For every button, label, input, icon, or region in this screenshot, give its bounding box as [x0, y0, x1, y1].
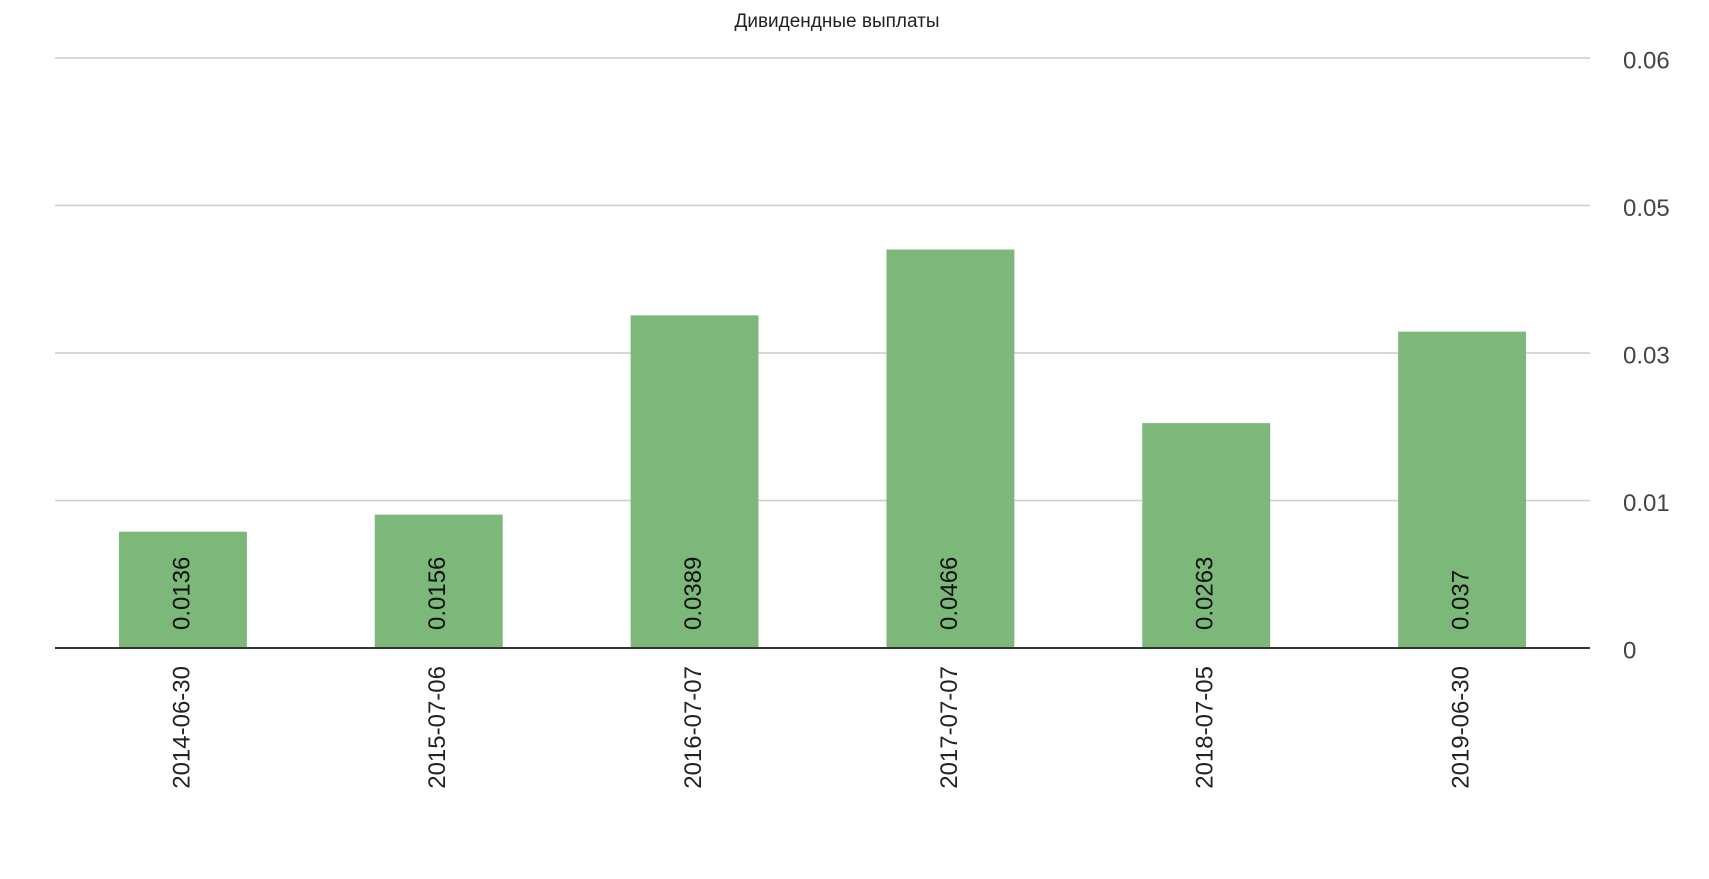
- data-label: 0.0263: [1192, 557, 1219, 630]
- bar: [374, 514, 503, 648]
- y-tick-label: 0: [1623, 637, 1636, 664]
- bar: [118, 531, 247, 648]
- x-tick-label: 2018-07-05: [1192, 666, 1219, 789]
- x-tick-label: 2015-07-06: [424, 666, 451, 789]
- data-label: 0.0389: [680, 557, 707, 630]
- bar: [1142, 423, 1271, 648]
- chart-title: Дивидендные выплаты: [734, 11, 939, 32]
- x-tick-label: 2016-07-07: [680, 666, 707, 789]
- y-tick-label: 0.03: [1623, 342, 1670, 369]
- x-tick-label: 2019-06-30: [1447, 666, 1474, 789]
- data-label: 0.0156: [424, 557, 451, 630]
- x-tick-label: 2014-06-30: [168, 666, 195, 789]
- y-tick-label: 0.06: [1623, 47, 1670, 74]
- x-tick-label: 2017-07-07: [936, 666, 963, 789]
- data-label: 0.0136: [168, 557, 195, 630]
- bar: [630, 315, 759, 648]
- y-tick-label: 0.05: [1623, 195, 1670, 222]
- bar: [886, 249, 1015, 648]
- data-label: 0.037: [1447, 570, 1474, 630]
- y-tick-label: 0.01: [1623, 490, 1670, 517]
- bar: [1398, 331, 1527, 648]
- data-label: 0.0466: [936, 557, 963, 630]
